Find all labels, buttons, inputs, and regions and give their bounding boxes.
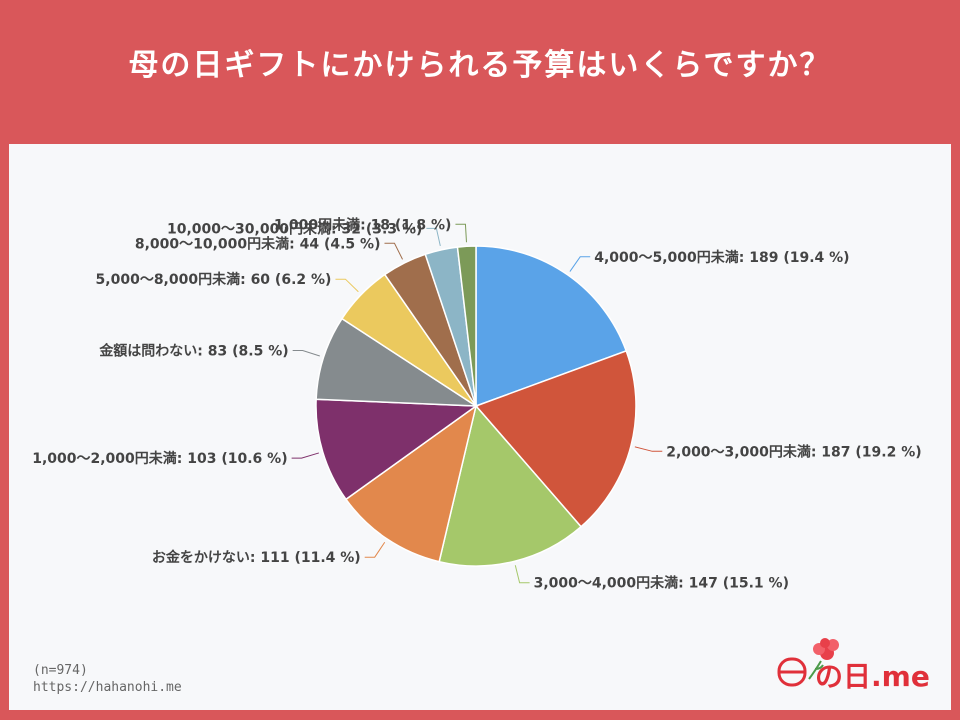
- leader-line-7: [384, 242, 403, 260]
- slice-labels: 4,000〜5,000円未満: 189 (19.4 %) 2,000〜3,000円…: [32, 216, 921, 591]
- leader-line-6: [335, 278, 359, 293]
- pie-slice-9: [456, 245, 477, 407]
- source-url[interactable]: https://hahanohi.me: [33, 680, 182, 695]
- leader-line-8: [426, 227, 441, 247]
- pie-slice-4: [315, 398, 479, 501]
- leader-line-5: [292, 350, 320, 357]
- slice-label-8: 10,000〜30,000円未満: 32 (3.3 %): [167, 220, 422, 237]
- pie-slice-3: [344, 404, 478, 563]
- leader-line-2: [514, 565, 530, 584]
- slice-label-2: 3,000〜4,000円未満: 147 (15.1 %): [534, 575, 789, 592]
- slice-label-5: 金額は問わない: 83 (8.5 %): [98, 343, 288, 360]
- slice-label-7: 8,000〜10,000円未満: 44 (4.5 %): [135, 235, 381, 252]
- pie-slice-0: [475, 245, 628, 408]
- site-logo[interactable]: の日.me: [775, 635, 940, 695]
- pie-slice-2: [438, 404, 583, 567]
- leader-line-9: [455, 223, 467, 243]
- pie-slice-5: [315, 317, 479, 407]
- pie-chart: 4,000〜5,000円未満: 189 (19.4 %) 2,000〜3,000円…: [32, 216, 921, 591]
- carnation-icon: [777, 638, 839, 687]
- page-title: 母の日ギフトにかけられる予算はいくらですか？: [128, 48, 832, 83]
- slice-label-0: 4,000〜5,000円未満: 189 (19.4 %): [594, 249, 849, 266]
- slice-label-1: 2,000〜3,000円未満: 187 (19.2 %): [666, 443, 921, 460]
- sample-size: (n=974): [33, 663, 88, 678]
- leader-line-3: [364, 541, 386, 558]
- logo-text: の日.me: [815, 660, 930, 693]
- chart-panel: 4,000〜5,000円未満: 189 (19.4 %) 2,000〜3,000円…: [9, 144, 951, 710]
- pie-slice-1: [474, 349, 637, 528]
- pie-slices: [315, 245, 637, 567]
- leader-line-0: [569, 256, 591, 272]
- leader-line-1: [634, 446, 663, 452]
- leader-lines: [291, 223, 663, 584]
- slice-label-6: 5,000〜8,000円未満: 60 (6.2 %): [96, 271, 332, 288]
- slice-label-4: 1,000〜2,000円未満: 103 (10.6 %): [32, 450, 287, 467]
- leader-line-4: [291, 452, 320, 459]
- slice-label-9: 1,000円未満: 18 (1.8 %): [274, 216, 452, 233]
- slice-label-3: お金をかけない: 111 (11.4 %): [152, 549, 361, 566]
